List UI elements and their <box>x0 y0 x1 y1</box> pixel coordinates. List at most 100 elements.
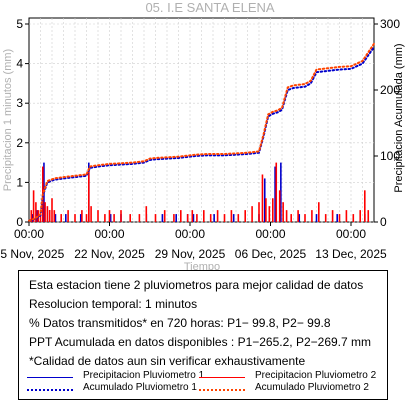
precip-bar-p2 <box>173 214 175 222</box>
y-tick-label-right: 300 <box>380 17 400 31</box>
precip-bar-p2 <box>88 170 90 222</box>
legend-label-acum2: Acumulado Pluviometro 2 <box>255 382 369 393</box>
precip-bar-p1 <box>232 214 235 222</box>
y-tick-label-left: 1 <box>16 175 23 189</box>
x-tick-label-time: 00:00 <box>336 227 366 241</box>
precip-bar-p2 <box>364 190 366 222</box>
precip-bar-p1 <box>109 214 112 222</box>
precip-bar-p2 <box>90 206 92 222</box>
precip-bar-p1 <box>31 214 34 222</box>
precip-bar-p2 <box>51 198 53 222</box>
precip-bar-p2 <box>268 206 271 222</box>
precip-bar-p1 <box>298 214 301 222</box>
precip-bar-p2 <box>145 206 148 222</box>
x-tick-label-date: 29 Nov, 2025 <box>155 247 226 261</box>
precip-bar-p2 <box>30 210 33 222</box>
precip-bar-p2 <box>209 214 212 222</box>
legend-swatch-acum2 <box>199 389 245 391</box>
precip-bar-p2 <box>367 210 370 222</box>
legend-label-acum1: Acumulado Pluviometro 1 <box>83 382 197 393</box>
precip-bar-p1 <box>280 162 282 222</box>
y-tick-label-right: 100 <box>380 149 400 163</box>
precip-bar-p2 <box>60 214 62 222</box>
precip-bar-p2 <box>311 210 313 222</box>
chart-title: 05. I.E SANTA ELENA <box>145 0 274 15</box>
precipitation-chart: 05. I.E SANTA ELENA 0 1 2 3 4 5 0 100 200 300 00:0… <box>0 0 405 270</box>
y-axis-label-left: Precipitacion 1 minutos (mm) <box>2 49 14 191</box>
precip-bar-p2 <box>203 210 205 222</box>
precip-bar-p1 <box>79 214 82 222</box>
precip-bar-p2 <box>48 210 51 222</box>
precip-bar-p2 <box>97 210 99 222</box>
precip-bar-p2 <box>251 206 253 222</box>
precip-bar-p1 <box>65 214 67 222</box>
accumulated-line-p1 <box>28 46 375 222</box>
info-legend-box: Esta estacion tiene 2 pluviometros para … <box>18 270 388 400</box>
precip-bar-p2 <box>359 210 361 222</box>
info-line-resolution: Resolucion temporal: 1 minutos <box>29 297 198 311</box>
precip-bar-p2 <box>338 214 341 222</box>
precip-bar-p2 <box>297 210 299 222</box>
precip-bar-p2 <box>278 190 281 222</box>
precip-bar-p2 <box>275 162 278 222</box>
y-tick-label-left: 4 <box>16 57 23 71</box>
precip-bar-p2 <box>282 202 284 222</box>
precip-bar-p2 <box>53 210 56 222</box>
precip-bar-p2 <box>196 214 198 222</box>
precip-bar-p2 <box>46 206 49 222</box>
precip-bar-p1 <box>54 214 57 222</box>
precip-bar-p2 <box>216 210 219 222</box>
x-tick-label-time: 00:00 <box>94 227 124 241</box>
precip-bar-p2 <box>67 210 69 222</box>
precip-bar-p2 <box>108 210 111 222</box>
legend-swatch-p1 <box>27 377 73 378</box>
precip-bar-p2 <box>345 210 348 222</box>
info-line-stations: Esta estacion tiene 2 pluviometros para … <box>29 278 364 292</box>
precip-bar-p2 <box>331 210 334 222</box>
precip-bar-p2 <box>129 214 131 222</box>
precip-bar-p2 <box>223 214 226 222</box>
x-tick-label-date: 22 Nov, 2025 <box>74 247 145 261</box>
x-tick-label-date: 13 Dec, 2025 <box>315 247 387 261</box>
precip-bar-p2 <box>163 210 166 222</box>
info-line-transmitted: % Datos transmitidos* en 720 horas: P1− … <box>29 316 331 330</box>
legend-label-p2: Precipitacion Pluviometro 2 <box>255 370 377 381</box>
precip-bar-p2 <box>261 174 264 222</box>
precip-bar-p2 <box>104 214 106 222</box>
x-tick-label-time: 00:00 <box>175 227 205 241</box>
precip-bar-p1 <box>274 166 276 222</box>
precip-bar-p1 <box>192 214 195 222</box>
precip-bar-p2 <box>186 214 189 222</box>
precip-bar-p2 <box>304 214 306 222</box>
precip-bar-p2 <box>120 210 122 222</box>
precip-bar-p2 <box>44 202 46 222</box>
info-line-quality-note: *Calidad de datos aun sin verificar exha… <box>29 354 306 368</box>
precip-bar-p2 <box>272 198 274 222</box>
precip-bar-p2 <box>237 214 240 222</box>
y-tick-label-left: 3 <box>16 96 23 110</box>
precip-bar-p2 <box>191 210 194 222</box>
precip-bar-p2 <box>230 210 233 222</box>
precip-bar-p2 <box>113 214 115 222</box>
y-tick-label-left: 5 <box>16 17 23 31</box>
precip-bar-p2 <box>258 202 260 222</box>
y-tick-label-left: 0 <box>16 215 23 229</box>
precip-bar-p2 <box>74 214 76 222</box>
y-tick-label-right: 0 <box>380 215 387 229</box>
precip-bar-p1 <box>213 214 215 222</box>
precip-bar-p1 <box>263 178 266 222</box>
precip-bar-p1 <box>161 214 164 222</box>
precip-bar-p2 <box>81 210 83 222</box>
precip-bar-p2 <box>244 210 246 222</box>
precip-bar-p1 <box>175 214 177 222</box>
legend-swatch-p2 <box>199 377 245 378</box>
legend-label-p1: Precipitacion Pluviometro 1 <box>83 370 205 381</box>
precip-bar-p2 <box>285 210 288 222</box>
accumulated-line-p2 <box>28 42 375 222</box>
precip-bar-p2 <box>180 210 182 222</box>
x-tick-label-date: 15 Nov, 2025 <box>0 247 65 261</box>
legend-swatch-acum1 <box>27 389 73 391</box>
precip-bar-p2 <box>85 214 88 222</box>
precip-bar-p2 <box>352 214 355 222</box>
precip-bar-p2 <box>265 198 267 222</box>
